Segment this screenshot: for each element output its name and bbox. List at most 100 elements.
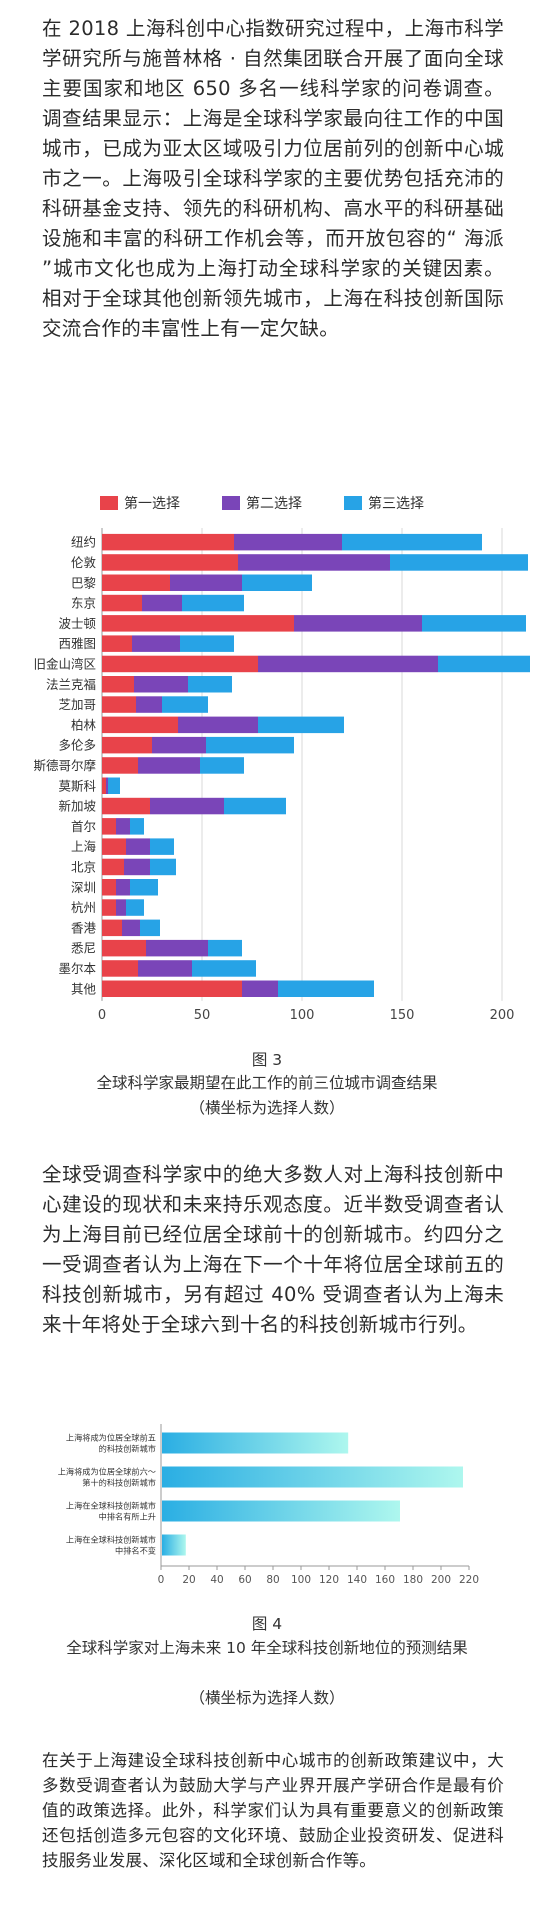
- bar-segment: [102, 879, 116, 896]
- bar-segment: [102, 919, 122, 937]
- bar-segment: [200, 757, 244, 774]
- bar: [162, 1432, 349, 1454]
- city-preference-chart: 第一选择 第二选择 第三选择 0 50 100 150 200 纽约伦敦巴黎东京波士顿西雅图旧金…: [33, 495, 530, 1023]
- bar-segment: [108, 777, 120, 794]
- bar-segment: [192, 960, 256, 977]
- bar-segment: [102, 757, 138, 774]
- bar-segment: [170, 574, 242, 591]
- category-label: 深圳: [71, 880, 96, 895]
- x-tick-label: 40: [210, 1574, 223, 1586]
- figure-3-number: 图 3: [251, 1051, 283, 1069]
- category-label: 悉尼: [71, 941, 96, 956]
- bar-segment: [242, 980, 278, 997]
- bar-segment: [116, 818, 130, 835]
- bar-segment: [150, 838, 174, 855]
- category-label: 柏林: [71, 717, 97, 732]
- bar-segment: [102, 899, 116, 916]
- bar-segment: [126, 899, 144, 916]
- bar-segment: [206, 736, 294, 754]
- bar-segment: [258, 655, 438, 673]
- outlook-paragraph: 全球受调查科学家中的绝大多数人对上海科技创新中心建设的现状和未来持乐观态度。近半…: [42, 1163, 504, 1336]
- bar-segment: [422, 615, 526, 632]
- bar-segment: [130, 879, 158, 896]
- x-tick-label: 80: [266, 1574, 279, 1586]
- x-tick-label: 150: [390, 1008, 415, 1023]
- category-label: 杭州: [71, 900, 96, 915]
- x-tick-label: 50: [194, 1008, 211, 1023]
- bar-segment: [126, 838, 150, 855]
- category-label: 上海将成为位居全球前六～第十的科技创新城市: [58, 1467, 156, 1488]
- bar-segment: [258, 716, 344, 734]
- category-label: 莫斯科: [58, 778, 96, 793]
- bar-segment: [102, 655, 258, 673]
- bar-segment: [102, 716, 178, 734]
- bar-segment: [102, 635, 132, 652]
- bar-segment: [208, 939, 242, 957]
- bar-segment: [162, 696, 208, 713]
- bar-segment: [102, 960, 138, 977]
- bar-segment: [390, 554, 528, 571]
- bar-segment: [150, 797, 224, 815]
- category-label: 斯德哥尔摩: [33, 758, 96, 773]
- bar-segment: [122, 919, 140, 937]
- bar-segment: [102, 777, 106, 794]
- bar-segment: [146, 939, 208, 957]
- category-label: 香港: [71, 920, 97, 935]
- legend-label: 第三选择: [368, 495, 424, 512]
- bar-segment: [136, 696, 162, 713]
- legend-swatch: [100, 496, 118, 510]
- figure-3-note: （横坐标为选择人数）: [189, 1099, 345, 1117]
- figure-3-caption: 全球科学家最期望在此工作的前三位城市调查结果: [96, 1074, 438, 1092]
- x-tick-label: 100: [290, 1008, 315, 1023]
- legend-label: 第二选择: [246, 495, 302, 512]
- category-label: 墨尔本: [58, 961, 96, 976]
- category-label: 新加坡: [58, 799, 96, 814]
- category-label: 首尔: [71, 819, 96, 834]
- bar-segment: [238, 554, 390, 571]
- bar-segment: [294, 615, 422, 632]
- bar-segment: [130, 818, 144, 835]
- legend-swatch: [222, 496, 240, 510]
- bar-segment: [102, 615, 294, 632]
- bar-segment: [102, 696, 136, 713]
- category-label: 其他: [71, 981, 97, 996]
- category-label: 上海: [71, 839, 97, 854]
- x-tick-label: 0: [98, 1008, 106, 1023]
- figure-4-note: （横坐标为选择人数）: [189, 1689, 345, 1707]
- category-label: 西雅图: [58, 636, 96, 651]
- bar-segment: [278, 980, 374, 997]
- bar-segment: [242, 574, 312, 591]
- bar-segment: [102, 554, 238, 571]
- bar-segment: [102, 797, 150, 815]
- category-label: 东京: [71, 596, 96, 611]
- category-label: 纽约: [71, 535, 96, 550]
- bar-segment: [138, 960, 192, 977]
- bar-segment: [150, 858, 176, 876]
- bar-segment: [342, 533, 482, 551]
- bar-segment: [180, 635, 234, 652]
- bar-segment: [102, 676, 134, 693]
- x-tick-label: 200: [431, 1574, 451, 1586]
- bar-segment: [234, 533, 342, 551]
- bar-segment: [182, 594, 244, 612]
- bar-segment: [102, 858, 124, 876]
- bar-segment: [224, 797, 286, 815]
- bar-segment: [116, 879, 130, 896]
- legend-label: 第一选择: [124, 495, 180, 512]
- bar-segment: [102, 939, 146, 957]
- x-tick-label: 160: [375, 1574, 395, 1586]
- x-tick-label: 200: [490, 1008, 515, 1023]
- category-label: 上海在全球科技创新城市中排名有所上升: [66, 1501, 156, 1522]
- bar-segment: [138, 757, 200, 774]
- figure-4-caption: 全球科学家对上海未来 10 年全球科技创新地位的预测结果: [66, 1639, 468, 1657]
- bar-segment: [102, 594, 142, 612]
- bar-segment: [134, 676, 188, 693]
- bar-segment: [188, 676, 232, 693]
- bar-segment: [152, 736, 206, 754]
- x-tick-label: 220: [459, 1574, 479, 1586]
- x-tick-label: 120: [319, 1574, 339, 1586]
- category-label: 波士顿: [58, 616, 96, 631]
- legend-swatch: [344, 496, 362, 510]
- category-label: 旧金山湾区: [33, 656, 96, 671]
- category-label: 伦敦: [71, 555, 97, 570]
